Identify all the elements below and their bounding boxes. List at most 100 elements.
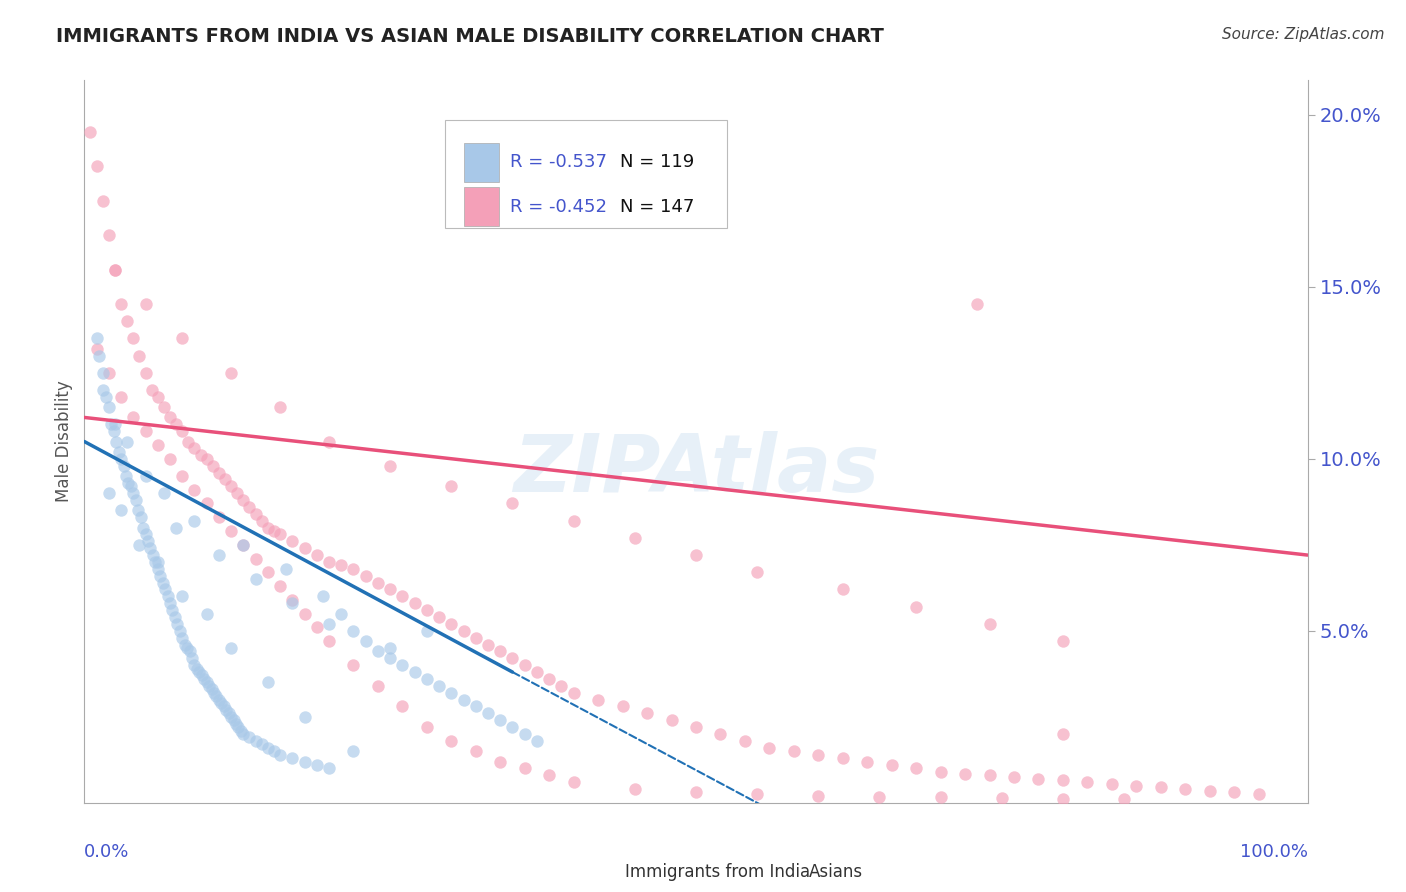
Point	[162, 603, 184, 617]
Point	[453, 692, 475, 706]
Point	[232, 538, 254, 552]
Point	[1052, 727, 1074, 741]
Point	[139, 541, 162, 556]
Point	[122, 410, 145, 425]
Point	[880, 758, 903, 772]
Text: ZIPAtlas: ZIPAtlas	[513, 432, 879, 509]
Point	[245, 551, 267, 566]
Point	[685, 548, 707, 562]
Point	[294, 710, 316, 724]
Point	[380, 582, 402, 597]
Point	[550, 679, 572, 693]
Point	[172, 424, 194, 438]
Point	[177, 434, 200, 449]
Point	[128, 349, 150, 363]
Point	[1247, 787, 1270, 801]
Point	[149, 568, 172, 582]
Point	[367, 644, 389, 658]
Point	[159, 410, 181, 425]
Point	[172, 590, 194, 604]
Point	[143, 555, 166, 569]
Point	[477, 706, 499, 721]
Point	[176, 640, 198, 655]
Point	[166, 616, 188, 631]
Point	[502, 651, 524, 665]
Point	[758, 740, 780, 755]
Point	[165, 417, 187, 432]
Point	[489, 713, 512, 727]
Point	[219, 366, 242, 380]
Point	[209, 696, 232, 710]
Point	[91, 383, 114, 397]
Point	[513, 727, 536, 741]
Point	[312, 590, 335, 604]
Point	[953, 766, 976, 780]
Text: N = 147: N = 147	[620, 197, 695, 216]
Point	[159, 451, 181, 466]
Point	[661, 713, 683, 727]
Point	[538, 672, 561, 686]
Point	[195, 607, 218, 621]
Point	[163, 610, 186, 624]
Point	[709, 727, 731, 741]
Point	[159, 596, 181, 610]
Point	[183, 658, 205, 673]
Point	[269, 527, 291, 541]
Point	[103, 424, 125, 438]
Point	[318, 434, 340, 449]
Point	[115, 434, 138, 449]
Point	[342, 562, 364, 576]
Point	[416, 672, 439, 686]
Point	[257, 566, 280, 580]
Point	[318, 555, 340, 569]
Point	[734, 734, 756, 748]
Text: Asians: Asians	[808, 863, 863, 881]
Text: Source: ZipAtlas.com: Source: ZipAtlas.com	[1222, 27, 1385, 42]
Point	[250, 737, 273, 751]
Point	[1223, 785, 1246, 799]
Text: IMMIGRANTS FROM INDIA VS ASIAN MALE DISABILITY CORRELATION CHART: IMMIGRANTS FROM INDIA VS ASIAN MALE DISA…	[56, 27, 884, 45]
Point	[612, 699, 634, 714]
Point	[172, 469, 194, 483]
Point	[135, 297, 157, 311]
Point	[245, 572, 267, 586]
Point	[1198, 784, 1220, 798]
Point	[238, 731, 260, 745]
Point	[464, 699, 486, 714]
Point	[87, 349, 110, 363]
Point	[624, 531, 647, 545]
Point	[440, 734, 463, 748]
Point	[208, 510, 231, 524]
Point	[110, 297, 132, 311]
Point	[225, 716, 247, 731]
Point	[128, 538, 150, 552]
Point	[636, 706, 658, 721]
Point	[367, 575, 389, 590]
Point	[112, 458, 135, 473]
Point	[190, 448, 212, 462]
Point	[464, 631, 486, 645]
Point	[110, 503, 132, 517]
Point	[115, 314, 138, 328]
Point	[238, 500, 260, 514]
Point	[416, 720, 439, 734]
Point	[929, 764, 952, 779]
Point	[367, 679, 389, 693]
Point	[96, 390, 118, 404]
Point	[513, 761, 536, 775]
Point	[685, 720, 707, 734]
Point	[86, 331, 108, 345]
Point	[146, 562, 169, 576]
Point	[195, 496, 218, 510]
Point	[281, 592, 304, 607]
Point	[97, 228, 120, 243]
Point	[330, 558, 353, 573]
Point	[183, 483, 205, 497]
Point	[477, 638, 499, 652]
Point	[305, 758, 328, 772]
Point	[127, 503, 149, 517]
Point	[219, 524, 242, 538]
Point	[342, 624, 364, 638]
Point	[294, 541, 316, 556]
Point	[783, 744, 806, 758]
